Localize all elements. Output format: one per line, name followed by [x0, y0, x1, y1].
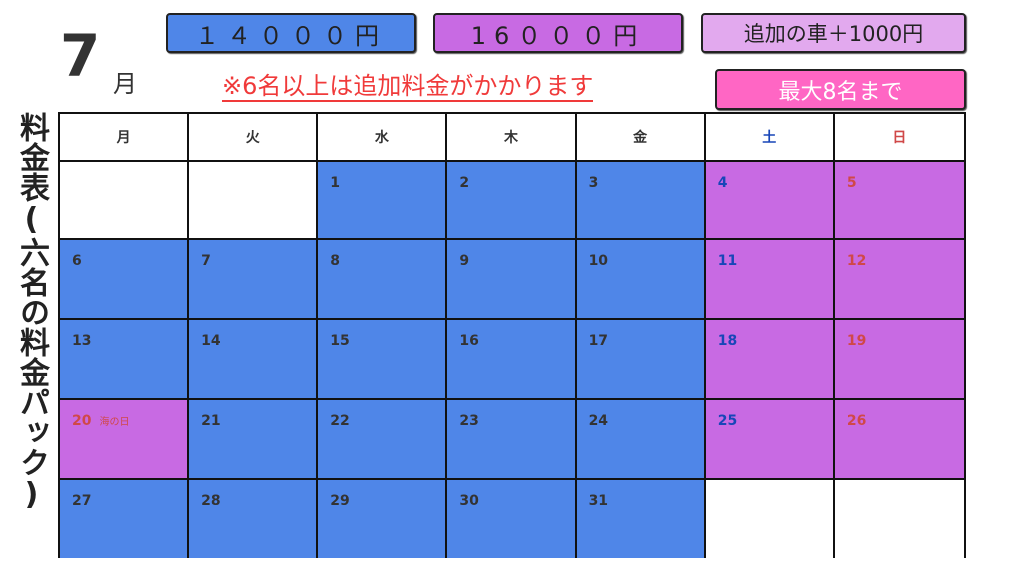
day-cell: 23 [447, 400, 577, 480]
weekday-price-badge: １４０００円 [166, 13, 416, 53]
day-cell: 15 [318, 320, 448, 400]
day-number: 5 [846, 175, 857, 191]
day-cell: 8 [318, 240, 448, 320]
day-number: 25 [717, 413, 738, 429]
day-cell: 6 [60, 240, 190, 320]
day-cell: 9 [447, 240, 577, 320]
day-cell: 25 [705, 400, 835, 480]
day-number: 16 [459, 333, 479, 349]
day-cell: 31 [576, 480, 706, 558]
day-cell: 11 [705, 240, 835, 320]
day-number: 7 [201, 253, 211, 269]
day-number: 11 [717, 253, 738, 269]
empty-cell [60, 162, 190, 240]
day-cell: 17 [576, 320, 706, 400]
day-number: 18 [717, 333, 738, 349]
day-number: 8 [330, 253, 341, 269]
weekday-header: 火 [189, 114, 319, 162]
day-number: 10 [588, 253, 609, 269]
day-number: 28 [201, 493, 221, 509]
empty-cell [834, 480, 964, 558]
month-unit: 月 [113, 70, 137, 98]
day-number: 30 [459, 493, 479, 509]
surcharge-notice: ※6名以上は追加料金がかかります [222, 72, 594, 102]
day-cell: 2 [447, 162, 577, 240]
day-number: 17 [588, 333, 609, 349]
day-cell: 21 [189, 400, 319, 480]
day-cell: 1 [318, 162, 448, 240]
extra-car-badge: 追加の車＋1000円 [701, 13, 966, 53]
day-cell: 10 [576, 240, 706, 320]
empty-cell [189, 162, 319, 240]
day-number: 3 [588, 175, 599, 191]
day-number: 6 [72, 253, 82, 269]
day-cell: 27 [60, 480, 190, 558]
day-cell: 30 [447, 480, 577, 558]
day-number: 2 [459, 175, 470, 191]
day-number: 14 [201, 333, 221, 349]
day-number: 21 [201, 413, 221, 429]
day-number: 4 [717, 175, 728, 191]
day-cell: 20 海の日 [60, 400, 190, 480]
weekday-header: 木 [447, 114, 577, 162]
day-cell: 13 [60, 320, 190, 400]
weekday-header: 月 [60, 114, 190, 162]
day-cell: 26 [834, 400, 964, 480]
day-cell: 12 [834, 240, 964, 320]
day-number: 31 [588, 493, 609, 509]
day-number: 27 [72, 493, 92, 509]
day-number: 12 [846, 253, 867, 269]
weekend-price-badge: 16０００円 [433, 13, 683, 53]
day-cell: 4 [705, 162, 835, 240]
day-number: 13 [72, 333, 92, 349]
side-title: 料金表(六名の料金パック) [14, 112, 49, 512]
day-number: 26 [846, 413, 867, 429]
day-cell: 22 [318, 400, 448, 480]
day-number: 23 [459, 413, 479, 429]
day-cell: 3 [576, 162, 706, 240]
holiday-label: 海の日 [99, 417, 130, 428]
month-number: 7 [60, 22, 101, 90]
day-cell: 19 [834, 320, 964, 400]
day-cell: 14 [189, 320, 319, 400]
day-number: 22 [330, 413, 350, 429]
day-number: 20 [72, 413, 92, 429]
day-cell: 28 [189, 480, 319, 558]
day-cell: 18 [705, 320, 835, 400]
day-cell: 24 [576, 400, 706, 480]
weekday-header: 水 [318, 114, 448, 162]
day-number: 19 [846, 333, 867, 349]
day-number: 9 [459, 253, 470, 269]
day-number: 24 [588, 413, 609, 429]
day-number: 29 [330, 493, 350, 509]
day-cell: 16 [447, 320, 577, 400]
weekday-header: 日 [834, 114, 964, 162]
day-cell: 7 [189, 240, 319, 320]
day-number: 15 [330, 333, 350, 349]
empty-cell [705, 480, 835, 558]
day-cell: 5 [834, 162, 964, 240]
weekday-header: 金 [576, 114, 706, 162]
day-cell: 29 [318, 480, 448, 558]
capacity-badge: 最大8名まで [715, 69, 966, 110]
calendar-grid: 月火水木金土日 1 2 3 4 5 6 7 8 9 10 11 12 13 14 15 16 17 18 19 20 海の… [58, 112, 966, 558]
weekday-header: 土 [705, 114, 835, 162]
day-number: 1 [330, 175, 341, 191]
